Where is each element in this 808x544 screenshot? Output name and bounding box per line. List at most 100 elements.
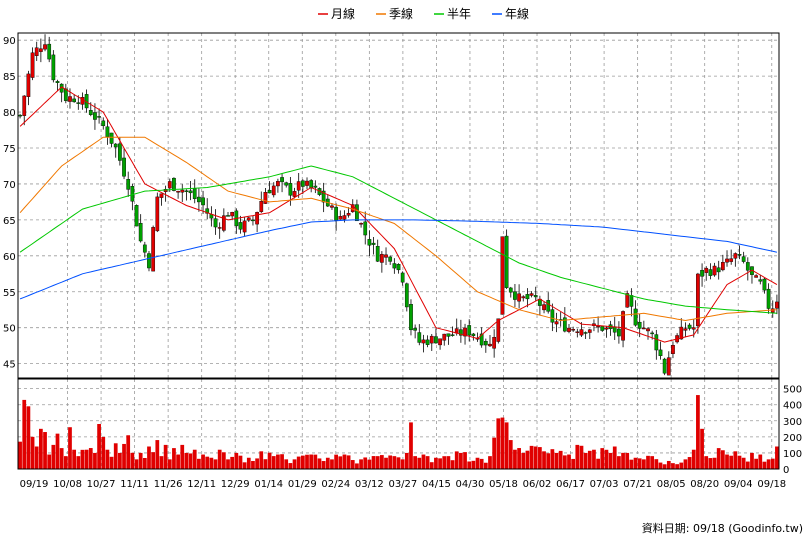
volume-bar bbox=[126, 435, 131, 469]
date-tick-label: 10/08 bbox=[53, 479, 82, 490]
volume-bar bbox=[63, 456, 68, 469]
candle-body bbox=[251, 219, 255, 222]
volume-bar bbox=[770, 458, 775, 469]
volume-bar bbox=[683, 459, 688, 469]
volume-bar bbox=[72, 449, 77, 469]
candle-body bbox=[625, 293, 630, 308]
volume-bar bbox=[454, 451, 459, 469]
volume-bar bbox=[571, 458, 576, 469]
candle-body bbox=[375, 246, 380, 262]
volume-bar bbox=[255, 458, 259, 469]
price-tick-label: 75 bbox=[3, 144, 16, 155]
candle-body bbox=[238, 222, 243, 230]
price-plot-frame bbox=[17, 32, 780, 379]
date-tick-label: 05/18 bbox=[489, 479, 518, 490]
candle-body bbox=[683, 328, 688, 331]
volume-bar bbox=[163, 444, 168, 469]
candle-body bbox=[305, 180, 309, 186]
volume-bar bbox=[263, 459, 268, 469]
volume-bar bbox=[26, 406, 31, 469]
candle-body bbox=[367, 239, 372, 246]
candle-body bbox=[371, 242, 376, 245]
candle-body bbox=[575, 331, 580, 333]
volume-bar bbox=[463, 452, 467, 469]
volume-bar bbox=[488, 456, 492, 469]
volume-bar bbox=[459, 452, 463, 469]
volume-bar bbox=[375, 456, 380, 469]
candle-body bbox=[704, 267, 709, 273]
candle-body bbox=[587, 329, 592, 333]
volume-bar bbox=[105, 449, 110, 469]
legend-label: 年線 bbox=[505, 6, 529, 21]
candle-body bbox=[330, 205, 334, 208]
candle-body bbox=[271, 185, 276, 196]
candle-body bbox=[284, 182, 289, 186]
volume-bar bbox=[637, 458, 642, 469]
candle-body bbox=[546, 300, 551, 312]
candle-body bbox=[292, 191, 297, 197]
volume-bar bbox=[733, 451, 738, 469]
volume-bar bbox=[716, 448, 721, 469]
volume-bar bbox=[529, 445, 534, 469]
candle-body bbox=[425, 339, 430, 345]
volume-bar bbox=[720, 450, 725, 469]
volume-bar bbox=[621, 452, 625, 469]
candle-body bbox=[88, 110, 93, 115]
volume-bar bbox=[712, 457, 717, 469]
candle-body bbox=[342, 215, 347, 220]
candle-body bbox=[43, 44, 47, 50]
volume-bar bbox=[442, 456, 447, 469]
volume-bar bbox=[221, 452, 226, 469]
candle-body bbox=[384, 254, 388, 258]
volume-bar bbox=[176, 454, 180, 469]
volume-bar bbox=[450, 460, 455, 469]
candle-body bbox=[201, 197, 205, 206]
volume-bar bbox=[737, 455, 742, 469]
candle-body bbox=[267, 190, 272, 194]
volume-bar bbox=[359, 459, 363, 469]
candle-body bbox=[641, 327, 646, 330]
candle-body bbox=[392, 263, 397, 269]
volume-bar bbox=[34, 446, 39, 469]
volume-bar bbox=[18, 441, 22, 469]
candle-body bbox=[737, 254, 742, 256]
volume-bar bbox=[513, 449, 517, 469]
volume-bar bbox=[404, 452, 409, 469]
price-tick-label: 80 bbox=[3, 108, 16, 119]
candle-body bbox=[508, 287, 513, 293]
candle-body bbox=[745, 262, 750, 271]
candle-body bbox=[404, 283, 409, 308]
candle-body bbox=[51, 54, 56, 81]
candle-body bbox=[463, 327, 467, 337]
candle-body bbox=[300, 180, 305, 187]
volume-bar bbox=[22, 399, 27, 469]
plot-frames bbox=[17, 32, 780, 470]
volume-bar bbox=[184, 452, 189, 469]
volume-bar bbox=[471, 460, 476, 469]
price-tick-label: 85 bbox=[3, 72, 16, 83]
candle-body bbox=[600, 326, 605, 331]
legend: 月線 季線 半年 年線 bbox=[318, 6, 529, 21]
volume-bar bbox=[288, 463, 293, 469]
candle-body bbox=[729, 258, 734, 262]
candle-body bbox=[571, 329, 576, 331]
volume-bar bbox=[197, 458, 201, 469]
candle-body bbox=[388, 256, 393, 262]
volume-bar bbox=[413, 456, 418, 469]
candle-body bbox=[288, 183, 293, 196]
candle-body bbox=[338, 216, 343, 220]
volume-bar bbox=[55, 433, 60, 469]
candle-body bbox=[55, 81, 60, 83]
candle-body bbox=[621, 311, 625, 341]
volume-bar bbox=[741, 457, 746, 469]
date-tick-label: 08/05 bbox=[657, 479, 686, 490]
volume-bar bbox=[754, 458, 758, 469]
candle-body bbox=[629, 295, 634, 307]
volume-bar bbox=[80, 449, 85, 469]
candle-body bbox=[633, 308, 638, 326]
candle-body bbox=[226, 215, 230, 217]
candle-body bbox=[496, 318, 501, 342]
volume-bar bbox=[641, 459, 646, 469]
date-tick-label: 12/29 bbox=[221, 479, 250, 490]
date-tick-label: 03/12 bbox=[355, 479, 384, 490]
